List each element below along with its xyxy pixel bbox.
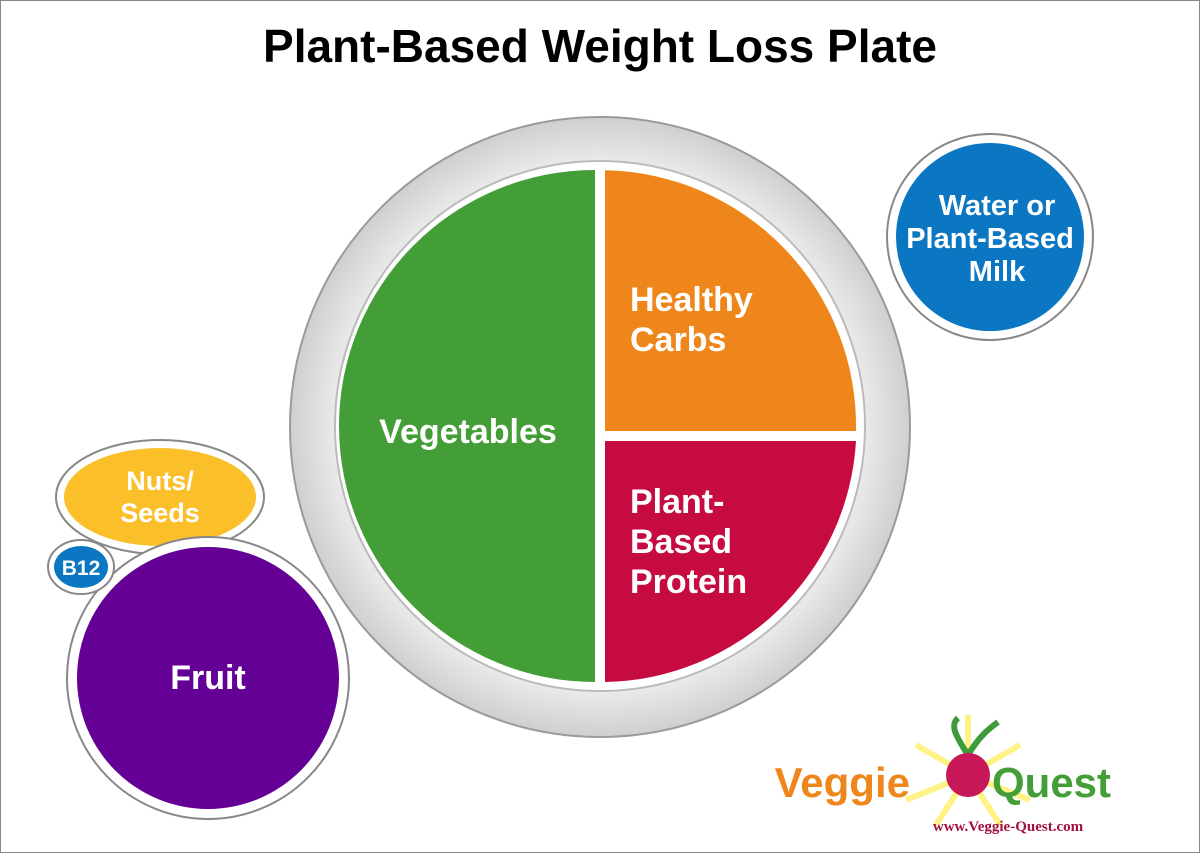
- logo-word: Veggie: [775, 759, 910, 806]
- protein-section: [605, 441, 856, 682]
- water-circle: [896, 143, 1084, 331]
- side-label: Nuts/Seeds: [120, 466, 200, 528]
- logo-word: Quest: [992, 759, 1111, 806]
- side-label: Water or Plant-Based Milk: [906, 190, 1074, 288]
- logo: Veggie Quest www.Veggie-Quest.com: [775, 715, 1111, 835]
- title: Plant-Based Weight Loss Plate: [263, 20, 937, 72]
- section-label: Plant-Based Protein: [630, 483, 747, 601]
- beet: [946, 753, 990, 797]
- section-label: Vegetables: [379, 413, 557, 451]
- nuts-ellipse: [64, 448, 256, 546]
- section-label: Healthy Carbs: [630, 281, 753, 359]
- b12-ellipse: [54, 546, 108, 588]
- side-label: Fruit: [170, 659, 246, 697]
- vegetables-section: [339, 170, 595, 682]
- side-label: B12: [62, 557, 101, 580]
- fruit-circle: [77, 547, 339, 809]
- logo-url: www.Veggie-Quest.com: [933, 819, 1084, 835]
- carbs-section: [605, 170, 857, 431]
